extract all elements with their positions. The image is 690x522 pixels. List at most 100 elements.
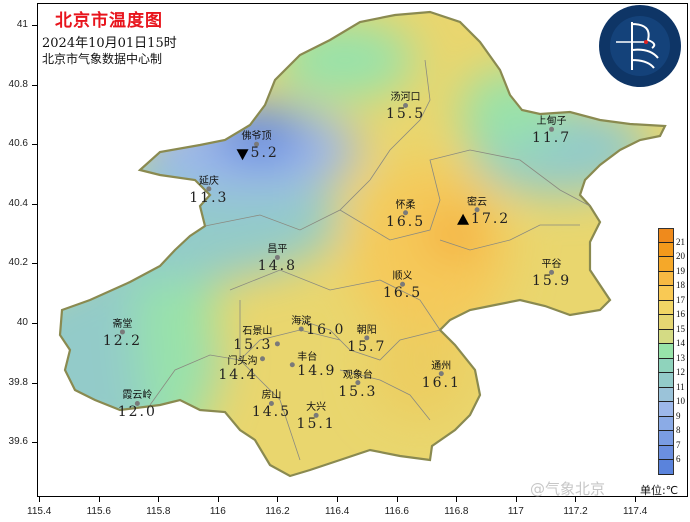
station-dot [298, 326, 304, 332]
y-tick-label: 40.4 [8, 197, 28, 209]
station-dot [254, 141, 260, 147]
x-tick [635, 497, 636, 502]
station-name: 房山 [261, 390, 282, 402]
source-label: 北京市气象数据中心制 [42, 52, 163, 66]
y-tick [32, 442, 37, 444]
station-value: 15.1 [296, 416, 336, 433]
station-name: 石景山 [242, 325, 273, 337]
y-tick-label: 39.6 [8, 436, 28, 448]
station-name: 汤河口 [390, 92, 421, 104]
legend-label: 18 [676, 280, 685, 290]
legend-swatch [658, 416, 674, 431]
station-value: 17.2 [471, 210, 511, 227]
station-name: 佛爷顶 [241, 131, 272, 143]
watermark: @气象北京 [530, 480, 606, 498]
y-tick [32, 25, 37, 26]
x-tick [337, 497, 338, 502]
station-name: 通州 [431, 360, 452, 372]
x-tick-label: 116.6 [384, 506, 409, 517]
legend-label: 6 [676, 454, 681, 464]
station-dot [549, 269, 555, 275]
legend-swatch [658, 460, 674, 475]
station-value: 15.7 [347, 338, 387, 355]
station-dot [313, 412, 319, 418]
station-dot [400, 281, 406, 287]
station-value: 15.5 [385, 106, 426, 123]
legend-label: 12 [676, 367, 685, 377]
y-tick-label: 41 [16, 19, 28, 30]
legend-label: 15 [676, 323, 685, 334]
legend-label: 13 [676, 352, 685, 363]
station-name: 丰台 [297, 351, 318, 363]
station-dot [355, 380, 361, 386]
x-tick [396, 497, 398, 502]
station-value: 16.5 [382, 285, 423, 302]
x-tick [277, 497, 279, 502]
station-name: 门头沟 [227, 355, 258, 367]
station-dot [289, 362, 295, 368]
station-name: 观象台 [342, 369, 373, 381]
station-value: 16.1 [421, 374, 461, 391]
station-dot [274, 341, 280, 347]
max-temp-triangle-icon [457, 213, 470, 225]
x-tick-label: 116.4 [325, 506, 350, 517]
station-dot [364, 335, 370, 341]
y-tick-label: 39.8 [8, 376, 28, 388]
legend-swatch [658, 286, 674, 301]
x-tick [39, 497, 40, 502]
station-dot [206, 186, 212, 192]
map-frame [37, 3, 688, 497]
x-tick [158, 497, 160, 502]
station-name: 平谷 [541, 259, 562, 271]
station-value: 14.8 [257, 258, 297, 275]
legend-swatch [658, 271, 674, 286]
station-dot [134, 400, 140, 406]
datetime-label: 2024年10月01日15时 [42, 36, 177, 51]
x-tick-label: 117.4 [623, 506, 648, 517]
y-tick-label: 40.8 [8, 78, 28, 90]
station-name: 密云 [467, 196, 488, 208]
x-tick-label: 115.4 [27, 506, 52, 517]
legend-swatch [658, 329, 674, 344]
x-tick-label: 116 [209, 506, 226, 517]
x-tick-label: 116.2 [265, 506, 290, 517]
x-tick-label: 115.8 [146, 506, 171, 517]
station-value: 12.0 [117, 404, 157, 421]
station-value: 5.2 [250, 145, 279, 162]
x-tick-label: 117.2 [563, 506, 588, 517]
station-dot [403, 210, 409, 216]
y-tick [32, 323, 37, 324]
legend-label: 8 [676, 425, 681, 435]
x-tick-label: 116.8 [444, 506, 469, 517]
station-name: 斋堂 [112, 318, 133, 330]
legend-swatch [658, 344, 674, 359]
legend-swatch [658, 373, 674, 388]
station-dot [474, 207, 480, 213]
station-name: 延庆 [198, 175, 219, 187]
legend-label: 9 [676, 410, 681, 421]
y-tick-label: 40.6 [8, 138, 28, 150]
legend-label: 14 [676, 338, 685, 348]
station-value: 16.0 [306, 321, 346, 338]
station-name: 海淀 [291, 315, 312, 327]
legend-label: 20 [676, 251, 685, 261]
station-dot [268, 400, 274, 406]
station-value: 14.5 [251, 404, 292, 421]
station-name: 朝阳 [356, 324, 377, 336]
x-tick [456, 497, 458, 502]
station-value: 15.9 [531, 273, 572, 290]
station-name: 霞云岭 [122, 390, 153, 402]
legend-swatch [658, 228, 674, 243]
legend-label: 10 [676, 396, 685, 406]
station-dot [274, 254, 280, 260]
station-value: 14.4 [218, 366, 258, 383]
station-name: 昌平 [267, 244, 288, 256]
station-dot [438, 371, 444, 377]
district-boundaries [149, 59, 591, 461]
y-tick-label: 40.2 [8, 257, 28, 269]
x-tick-label: 115.6 [86, 506, 111, 517]
station-value: 14.9 [297, 362, 337, 379]
legend-label: 11 [676, 381, 685, 392]
